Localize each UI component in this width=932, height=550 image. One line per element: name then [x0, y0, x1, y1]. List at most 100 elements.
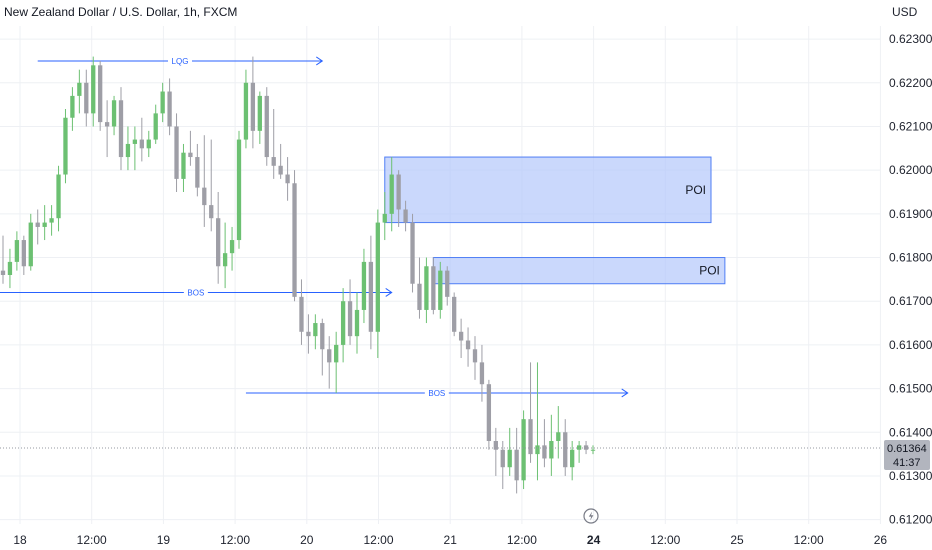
y-tick-label: 0.61600	[889, 338, 932, 352]
candle	[174, 113, 179, 192]
candle	[118, 87, 124, 171]
candle	[292, 170, 297, 302]
level-label: LQG	[172, 57, 189, 66]
x-tick-label: 12:00	[77, 533, 107, 547]
candle-body	[340, 301, 346, 345]
price-axis[interactable]: USD 0.62300 0.62200 0.62100 0.62000 0.61900 0…	[884, 5, 932, 527]
candle	[514, 427, 519, 494]
candle-body	[514, 449, 519, 481]
candle-body	[257, 95, 262, 131]
candle-body	[549, 441, 554, 459]
candle-body	[28, 222, 33, 267]
candle	[327, 336, 332, 389]
candle	[493, 427, 498, 476]
candle	[77, 69, 82, 114]
candle-body	[70, 95, 75, 118]
candle-body	[583, 445, 589, 450]
y-tick-label: 0.61800	[889, 251, 932, 265]
candle	[438, 261, 443, 319]
candle-body	[396, 174, 401, 210]
lightning-icon[interactable]	[583, 508, 599, 524]
bar-countdown: 41:37	[893, 457, 921, 469]
candle-body	[77, 82, 82, 96]
candle	[49, 205, 54, 236]
poi-zone[interactable]	[432, 257, 726, 285]
candle-body	[382, 213, 387, 223]
candle	[556, 406, 561, 459]
candle	[500, 441, 505, 490]
candle	[479, 344, 485, 402]
candle	[216, 192, 221, 284]
candle	[139, 117, 144, 162]
candle-body	[49, 218, 54, 223]
candle	[389, 157, 394, 232]
candle-body	[63, 117, 68, 175]
candle	[521, 410, 526, 490]
candle	[28, 213, 33, 271]
candle	[313, 314, 318, 350]
candle	[271, 109, 276, 179]
candle	[153, 104, 158, 144]
candle	[167, 78, 172, 136]
x-tick-label: 12:00	[650, 533, 680, 547]
candle	[583, 441, 589, 455]
level-line-bos[interactable]: BOS	[245, 388, 629, 398]
poi-zones: POI POI	[384, 156, 726, 285]
candle	[104, 100, 110, 158]
level-line-bos[interactable]: BOS	[0, 288, 393, 297]
candle	[125, 126, 131, 171]
candle-body	[479, 362, 485, 385]
candle	[14, 231, 20, 271]
x-tick-label: 12:00	[220, 533, 250, 547]
candle-body	[445, 270, 450, 297]
poi-zone[interactable]	[384, 156, 712, 224]
candle	[424, 257, 429, 324]
candle	[202, 135, 207, 227]
last-price-value: 0.61364	[887, 443, 927, 455]
x-tick-label: 26	[874, 533, 888, 547]
x-tick-label: 25	[730, 533, 744, 547]
candle	[63, 109, 68, 184]
candle-body	[181, 152, 186, 179]
candle-body	[347, 301, 353, 337]
candle	[382, 192, 387, 241]
poi-label: POI	[685, 183, 706, 197]
candle	[375, 209, 380, 358]
candle	[458, 318, 464, 358]
candle	[445, 266, 450, 306]
candle-body	[139, 139, 144, 149]
y-tick-label: 0.62000	[889, 163, 932, 177]
x-tick-label: 20	[300, 533, 314, 547]
candle	[486, 379, 492, 450]
candle	[0, 235, 6, 284]
candle	[410, 213, 415, 293]
candle-body	[389, 174, 394, 214]
candle	[465, 327, 471, 367]
candle-body	[458, 331, 464, 341]
level-line-lqg[interactable]: LQG	[37, 56, 324, 66]
candle-body	[236, 139, 242, 241]
x-tick-label: 18	[13, 533, 27, 547]
candle-body	[7, 261, 13, 275]
candle	[21, 235, 26, 275]
candle-body	[507, 449, 512, 468]
candle-body	[313, 323, 318, 337]
candle-body	[327, 349, 332, 363]
candle	[431, 257, 436, 315]
candle-body	[493, 441, 498, 450]
x-tick-label: 12:00	[794, 533, 824, 547]
candle-body	[521, 419, 526, 481]
candle-body	[0, 270, 6, 275]
candle-body	[56, 174, 61, 219]
level-label: BOS	[428, 389, 445, 398]
time-axis[interactable]: 18 12:00 19 12:00 20 12:00 21 12:00 24 12:00 25 12:…	[13, 533, 887, 547]
candle	[354, 292, 360, 354]
candle	[84, 69, 89, 127]
candle	[132, 126, 138, 171]
x-tick-label: 19	[157, 533, 171, 547]
candle-body	[104, 122, 110, 127]
candle-body	[556, 432, 561, 441]
candle	[243, 69, 249, 149]
candle-body	[14, 240, 20, 262]
